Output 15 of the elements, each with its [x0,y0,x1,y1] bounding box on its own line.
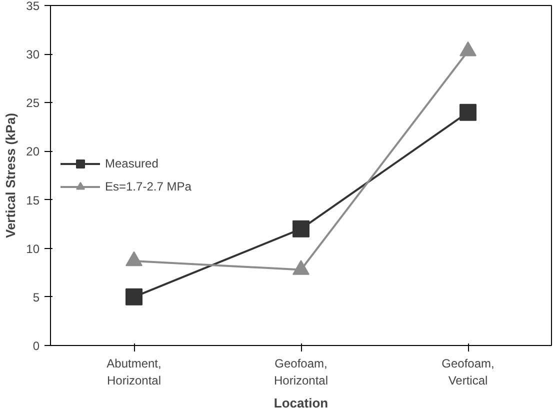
y-tick-label: 15 [26,193,40,208]
legend-label: Es=1.7-2.7 MPa [105,180,192,194]
y-axis-title: Vertical Stress (kPa) [3,112,18,238]
x-axis-title: Location [274,395,328,410]
y-tick-label: 5 [32,290,40,304]
y-tick-label: 35 [26,0,40,13]
y-tick-label: 0 [32,339,40,353]
y-tick-label: 30 [26,48,40,62]
y-tick-label: 10 [26,242,40,256]
x-tick-label: Geofoam, Vertical [442,356,494,388]
x-tick-label: Abutment, Horizontal [106,356,162,388]
x-tick-label: Geofoam, Horizontal [274,356,328,388]
y-tick-label: 25 [26,96,40,110]
legend-label: Measured [105,156,158,170]
y-tick-label: 20 [26,144,40,159]
